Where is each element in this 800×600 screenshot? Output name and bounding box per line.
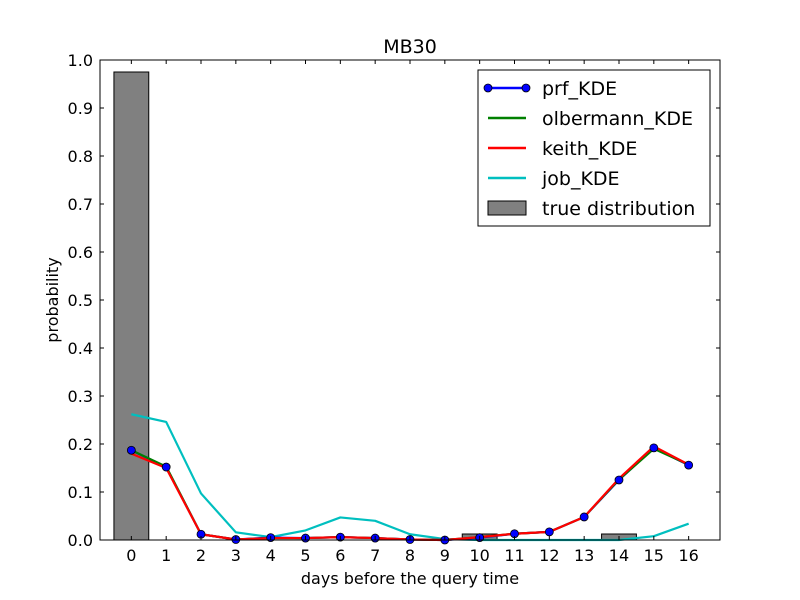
x-tick-label: 2 xyxy=(196,546,206,565)
x-tick-label: 10 xyxy=(469,546,489,565)
y-tick-label: 0.7 xyxy=(68,195,93,214)
series-point-prf-kde xyxy=(161,462,171,472)
series-point-prf-kde xyxy=(579,512,589,522)
series-point-prf-kde xyxy=(649,443,659,453)
x-tick-label: 11 xyxy=(504,546,524,565)
y-tick-label: 0.9 xyxy=(68,99,93,118)
x-tick-label: 6 xyxy=(335,546,345,565)
y-tick-label: 0.5 xyxy=(68,291,93,310)
legend: prf_KDE olbermann_KDE keith_KDE job_KDEtrue… xyxy=(477,69,711,227)
series-point-prf-kde xyxy=(126,445,136,455)
legend-label: keith_KDE xyxy=(542,138,637,160)
y-axis-label: probability xyxy=(43,257,62,342)
x-tick-label: 14 xyxy=(609,546,629,565)
legend-label: true distribution xyxy=(542,198,695,220)
y-tick-label: 0.0 xyxy=(68,531,93,550)
series-point-prf-kde xyxy=(544,527,554,537)
y-tick-label: 0.1 xyxy=(68,483,93,502)
y-tick-label: 0.6 xyxy=(68,243,93,262)
y-tick-label: 0.2 xyxy=(68,435,93,454)
y-tick-label: 1.0 xyxy=(68,51,93,70)
legend-marker xyxy=(521,83,531,93)
y-tick-label: 0.8 xyxy=(68,147,93,166)
bars-layer xyxy=(113,71,637,541)
series-point-prf-kde xyxy=(684,460,694,470)
x-tick-label: 7 xyxy=(370,546,380,565)
x-tick-label: 4 xyxy=(266,546,276,565)
x-tick-label: 15 xyxy=(644,546,664,565)
legend-label: job_KDE xyxy=(541,168,620,190)
legend-label: olbermann_KDE xyxy=(542,108,693,130)
x-tick-label: 1 xyxy=(161,546,171,565)
x-axis-ticks: 0 1 2 3 4 5 6 7 8 9 10 11 12 13 14 15 16 xyxy=(126,60,699,565)
x-tick-label: 16 xyxy=(678,546,698,565)
y-tick-label: 0.4 xyxy=(68,339,93,358)
bar-true-distribution xyxy=(113,71,150,541)
legend-swatch-true-distribution xyxy=(487,200,527,216)
x-tick-label: 13 xyxy=(574,546,594,565)
y-tick-label: 0.3 xyxy=(68,387,93,406)
series-point-prf-kde xyxy=(614,475,624,485)
x-tick-label: 12 xyxy=(539,546,559,565)
y-axis-ticks: 0.0 0.1 0.2 0.3 0.4 0.5 0.6 0.7 0.8 0.9 1.0 xyxy=(68,51,720,550)
chart-title: MB30 xyxy=(383,36,437,58)
legend-marker xyxy=(483,83,493,93)
x-tick-label: 3 xyxy=(231,546,241,565)
x-tick-label: 0 xyxy=(126,546,136,565)
x-tick-label: 9 xyxy=(440,546,450,565)
legend-label: prf_KDE xyxy=(542,78,617,100)
x-axis-label: days before the query time xyxy=(301,569,519,588)
x-tick-label: 8 xyxy=(405,546,415,565)
x-tick-label: 5 xyxy=(300,546,310,565)
